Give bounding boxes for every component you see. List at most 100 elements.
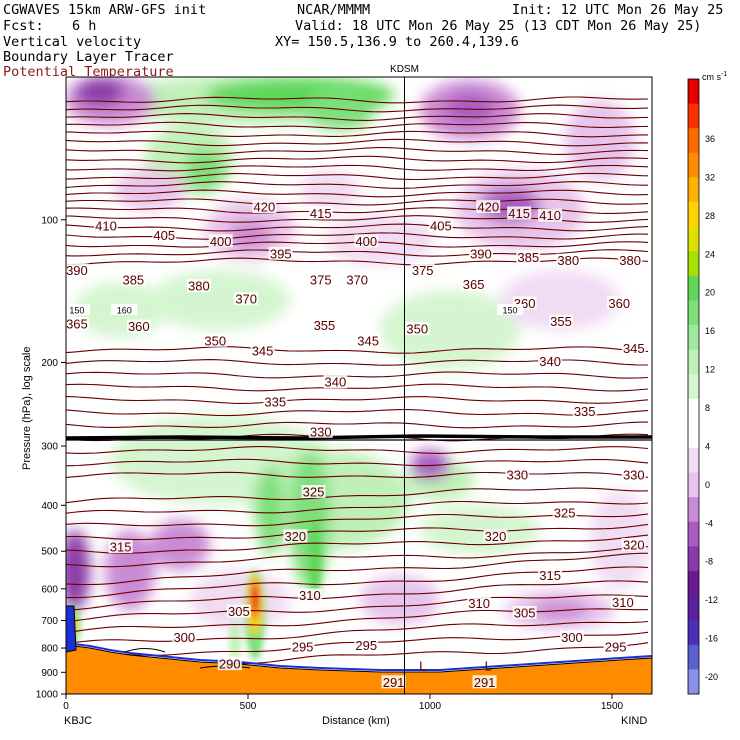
theta-contour <box>66 446 649 454</box>
center-label: NCAR/MMMM <box>297 2 371 18</box>
contour-label-bg <box>572 404 597 418</box>
theta-contour-label: 390 <box>470 246 492 261</box>
theta-contour <box>66 552 648 586</box>
theta-contour-label: 375 <box>412 263 434 278</box>
colorbar-swatch <box>688 448 699 474</box>
contour-label-bg <box>618 253 643 267</box>
contour-label-bg <box>226 604 251 618</box>
theta-contour-label: 315 <box>539 568 561 583</box>
y-tick-label: 900 <box>41 668 58 679</box>
axes: 0 500 1000 1500 100 200 300 400 500 600 700 800 900 1… <box>36 215 624 712</box>
colorbar-swatch <box>688 595 699 621</box>
forecast-label: Fcst: <box>3 18 44 34</box>
theta-contour-label: 330 <box>310 424 332 439</box>
valid-time: Valid: 18 UTC Mon 26 May 25 (13 CDT Mon … <box>295 18 702 34</box>
theta-contour <box>66 421 648 429</box>
theta-contour-label: 415 <box>508 206 530 221</box>
y-tick-label: 100 <box>41 215 58 226</box>
theta-contour-label: 400 <box>355 234 377 249</box>
contour-label-bg <box>461 277 486 291</box>
y-tick-label: 400 <box>41 501 58 512</box>
contour-label-bg <box>549 314 574 328</box>
contour-label-bg <box>467 596 492 610</box>
contour-label-bg <box>621 537 646 551</box>
contour-label-bg <box>234 292 259 306</box>
colorbar-label: -8 <box>705 557 713 567</box>
colorbar-swatch <box>688 251 699 277</box>
colorbar-swatch <box>688 521 699 547</box>
contour-label-bg <box>472 675 497 689</box>
colorbar-swatch <box>688 325 699 351</box>
colorbar-label: -16 <box>705 634 718 644</box>
boundary-layer-edge <box>66 605 77 653</box>
x-tick-label: 1000 <box>419 701 442 712</box>
theta-contour-label: 355 <box>550 314 572 329</box>
theta-contour <box>66 147 649 155</box>
y-tick-label: 300 <box>41 442 58 453</box>
contour-label-bg <box>172 630 197 644</box>
field-vertical-velocity: Vertical velocity <box>3 34 142 50</box>
theta-contour-label: 345 <box>252 343 274 358</box>
theta-contour-label: 320 <box>284 529 306 544</box>
colorbar-swatch <box>688 202 699 228</box>
theta-contour-label: 325 <box>554 505 576 520</box>
colorbar-swatch <box>688 497 699 523</box>
theta-contour <box>66 181 648 189</box>
contour-label-bg <box>621 467 646 481</box>
contour-labels: 410 405 400 420 415 395 400 405 420 415 410 390 385 3… <box>63 200 646 690</box>
theta-contour-label: 340 <box>539 354 561 369</box>
y-axis-title: Pressure (hPa), log scale <box>21 347 33 471</box>
theta-contour-label: 350 <box>406 322 428 337</box>
colorbar-swatch <box>688 398 699 424</box>
boundary-layer-edge <box>66 642 652 671</box>
contour-label-bg <box>354 638 379 652</box>
colorbar-label: 0 <box>705 480 710 490</box>
colorbar-swatch <box>688 644 699 670</box>
cross-section-coords: XY= 150.5,136.9 to 260.4,139.6 <box>275 34 519 50</box>
theta-contour-label: 385 <box>517 250 539 265</box>
theta-contour-label: 360 <box>608 296 630 311</box>
right-station-label: KIND <box>621 715 647 727</box>
contour-label-bg <box>428 218 453 232</box>
theta-contour-label: 410 <box>539 208 561 223</box>
colorbar-label: 16 <box>705 326 715 336</box>
contour-label-bg <box>354 234 379 248</box>
tracer-contour-label: 160 <box>117 306 132 316</box>
contour-label-bg <box>603 639 628 653</box>
theta-contour-label: 420 <box>254 200 276 215</box>
theta-contour-label: 295 <box>292 639 314 654</box>
theta-contour <box>66 371 649 379</box>
colorbar-swatch <box>688 300 699 326</box>
contour-label-bg <box>126 319 151 333</box>
theta-contour-label: 405 <box>430 218 452 233</box>
theta-contour <box>66 487 649 504</box>
tracer-line <box>66 434 652 440</box>
x-tick-label: 1500 <box>601 701 624 712</box>
theta-contour-label: 355 <box>314 318 336 333</box>
contour-label-bg <box>607 296 632 310</box>
contour-label-bg <box>410 263 435 277</box>
y-tick-label: 600 <box>41 584 58 595</box>
contour-label-bg <box>208 234 233 248</box>
colorbar-swatch <box>688 472 699 498</box>
theta-contour <box>66 458 649 467</box>
model-title: CGWAVES 15km ARW-GFS init <box>3 2 207 18</box>
contour-label-bg <box>356 333 381 347</box>
theta-contour-label: 370 <box>235 292 257 307</box>
contour-label-bg <box>108 540 133 554</box>
contour-label-bg <box>250 343 275 357</box>
low-marker: L <box>419 658 426 673</box>
colorbar-swatch <box>688 620 699 646</box>
theta-contour <box>66 409 649 417</box>
contour-label-bg <box>186 279 211 293</box>
theta-contour <box>66 346 649 354</box>
colorbar-label: -4 <box>705 518 713 528</box>
contour-label-bg <box>290 639 315 653</box>
theta-contour <box>66 96 649 104</box>
theta-contour-label: 365 <box>66 317 88 332</box>
theta-contour-label: 380 <box>557 253 579 268</box>
theta-contour-label: 380 <box>619 253 641 268</box>
contour-label-bg <box>203 333 228 347</box>
contour-label-bg <box>263 394 288 408</box>
